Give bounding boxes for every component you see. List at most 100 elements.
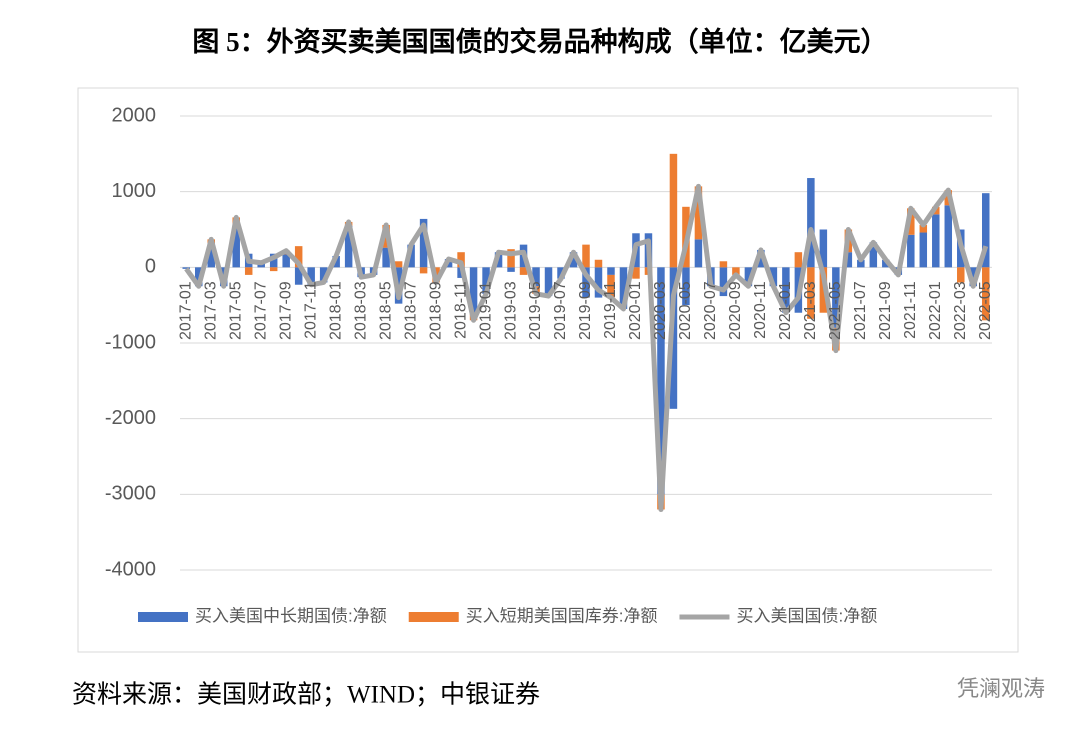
bar [269, 267, 278, 272]
bar [182, 267, 190, 269]
bar [344, 225, 353, 268]
x-tick-label: 2017-03 [202, 281, 219, 340]
x-tick-label: 2020-09 [727, 281, 744, 340]
bar [857, 259, 865, 268]
bar [419, 267, 428, 274]
bar [969, 267, 978, 287]
x-tick-label: 2018-03 [352, 281, 369, 340]
bar [819, 229, 828, 268]
legend-swatch [138, 612, 188, 622]
bar [269, 253, 278, 268]
x-tick-label: 2018-09 [427, 281, 444, 340]
bar [807, 178, 815, 268]
bar [982, 193, 990, 268]
x-tick-label: 2019-01 [477, 281, 494, 340]
x-tick-label: 2018-07 [402, 281, 419, 340]
bar [532, 267, 540, 287]
legend-label: 买入短期美国国库券:净额 [466, 606, 658, 625]
bar [482, 267, 490, 294]
bar [919, 224, 928, 233]
y-tick-label: -2000 [105, 407, 156, 429]
x-tick-label: 2021-07 [852, 281, 869, 340]
bar [519, 267, 528, 275]
bar [782, 267, 790, 313]
bar [944, 205, 953, 268]
x-tick-label: 2019-05 [527, 281, 544, 340]
bar [469, 267, 478, 313]
bar [619, 267, 628, 309]
bar [732, 267, 740, 275]
bar [869, 242, 878, 268]
bar [757, 249, 765, 268]
bar [294, 267, 303, 285]
bar [744, 267, 753, 287]
y-tick-label: -3000 [105, 483, 156, 505]
y-tick-label: 0 [145, 256, 156, 278]
x-tick-label: 2017-11 [302, 281, 319, 339]
bar [457, 252, 465, 268]
bar [607, 274, 615, 298]
x-tick-label: 2020-01 [627, 281, 644, 340]
chart-frame [77, 87, 1019, 653]
bar [794, 252, 803, 268]
bar [694, 186, 703, 240]
watermark: 凭澜观涛 [957, 677, 1045, 702]
bar [844, 252, 853, 268]
bar [244, 267, 253, 275]
bar [919, 232, 928, 268]
x-tick-label: 2019-03 [502, 281, 519, 340]
bar [932, 214, 940, 268]
x-tick-label: 2021-03 [802, 281, 819, 340]
bar [594, 259, 603, 268]
bar [982, 267, 990, 321]
bar [294, 246, 303, 268]
bar [669, 153, 678, 268]
chart-title: 图 5：外资买卖美国国债的交易品种构成（单位：亿美元） [192, 26, 887, 57]
bar [507, 267, 515, 272]
bar [682, 267, 690, 306]
x-tick-label: 2020-07 [702, 281, 719, 340]
x-tick-label: 2021-05 [827, 281, 844, 340]
x-tick-label: 2018-01 [327, 281, 344, 340]
x-tick-label: 2021-09 [877, 281, 894, 340]
x-tick-label: 2021-01 [777, 281, 794, 340]
x-tick-label: 2017-01 [177, 281, 194, 340]
source: 资料来源：美国财政部；WIND；中银证券 [72, 681, 540, 709]
y-tick-label: 1000 [112, 180, 157, 202]
x-tick-label: 2019-11 [602, 281, 619, 339]
bar [957, 267, 965, 283]
bar [907, 234, 915, 268]
legend-swatch [408, 612, 459, 622]
bar [419, 218, 428, 268]
line [184, 183, 989, 512]
bar [232, 224, 240, 268]
bar [807, 267, 815, 319]
bar [694, 239, 703, 268]
bar [607, 267, 615, 275]
legend-label: 买入美国国债:净额 [736, 606, 877, 625]
bar [832, 267, 840, 328]
x-tick-label: 2022-01 [927, 281, 944, 340]
bar [382, 247, 390, 268]
bar [594, 267, 603, 298]
x-tick-label: 2022-03 [952, 281, 969, 340]
y-tick-label: -1000 [105, 331, 156, 353]
x-tick-label: 2020-03 [652, 281, 669, 340]
bar [394, 261, 403, 268]
x-tick-label: 2017-09 [277, 281, 294, 340]
bar [319, 267, 328, 283]
x-tick-label: 2017-07 [252, 281, 269, 340]
bar [769, 267, 778, 287]
x-tick-label: 2020-05 [677, 281, 694, 340]
bar [719, 261, 728, 268]
bar [544, 267, 553, 297]
bar [507, 249, 515, 268]
bar [657, 267, 665, 495]
legend-label: 买入美国中长期国债:净额 [195, 606, 387, 625]
bar [582, 267, 590, 298]
x-tick-label: 2018-05 [377, 281, 394, 340]
x-tick-label: 2020-11 [752, 281, 769, 339]
bar [719, 267, 728, 297]
x-tick-label: 2019-07 [552, 281, 569, 340]
